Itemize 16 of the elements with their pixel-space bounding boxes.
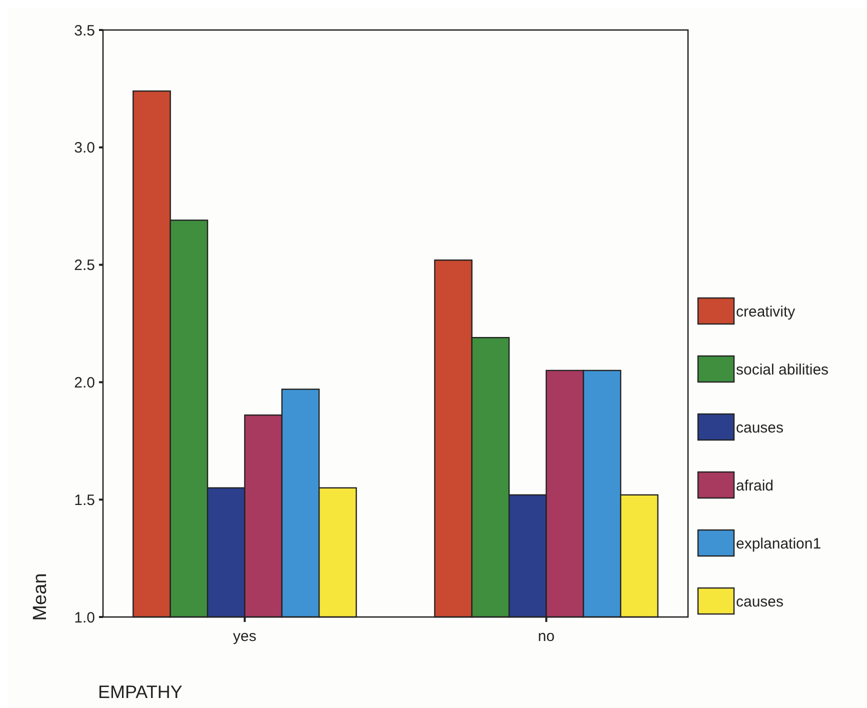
- legend-label: creativity: [736, 303, 796, 320]
- y-tick-label: 1.5: [74, 492, 95, 509]
- y-tick-label: 3.5: [74, 22, 95, 40]
- x-tick-label: yes: [233, 628, 256, 645]
- x-tick-label: no: [538, 628, 555, 645]
- legend-label: causes: [736, 419, 784, 436]
- legend-label: social abilities: [736, 361, 829, 378]
- y-tick-label: 1.0: [74, 609, 95, 626]
- legend-label: afraid: [736, 477, 774, 494]
- y-tick-label: 3.0: [74, 140, 95, 157]
- x-axis-title: EMPATHY: [98, 682, 182, 702]
- y-axis-title: Mean: [30, 573, 51, 621]
- y-tick-label: 2.0: [74, 374, 95, 392]
- legend-label: causes: [736, 593, 784, 610]
- legend-label: explanation1: [736, 535, 822, 552]
- y-tick-label: 2.5: [74, 257, 95, 274]
